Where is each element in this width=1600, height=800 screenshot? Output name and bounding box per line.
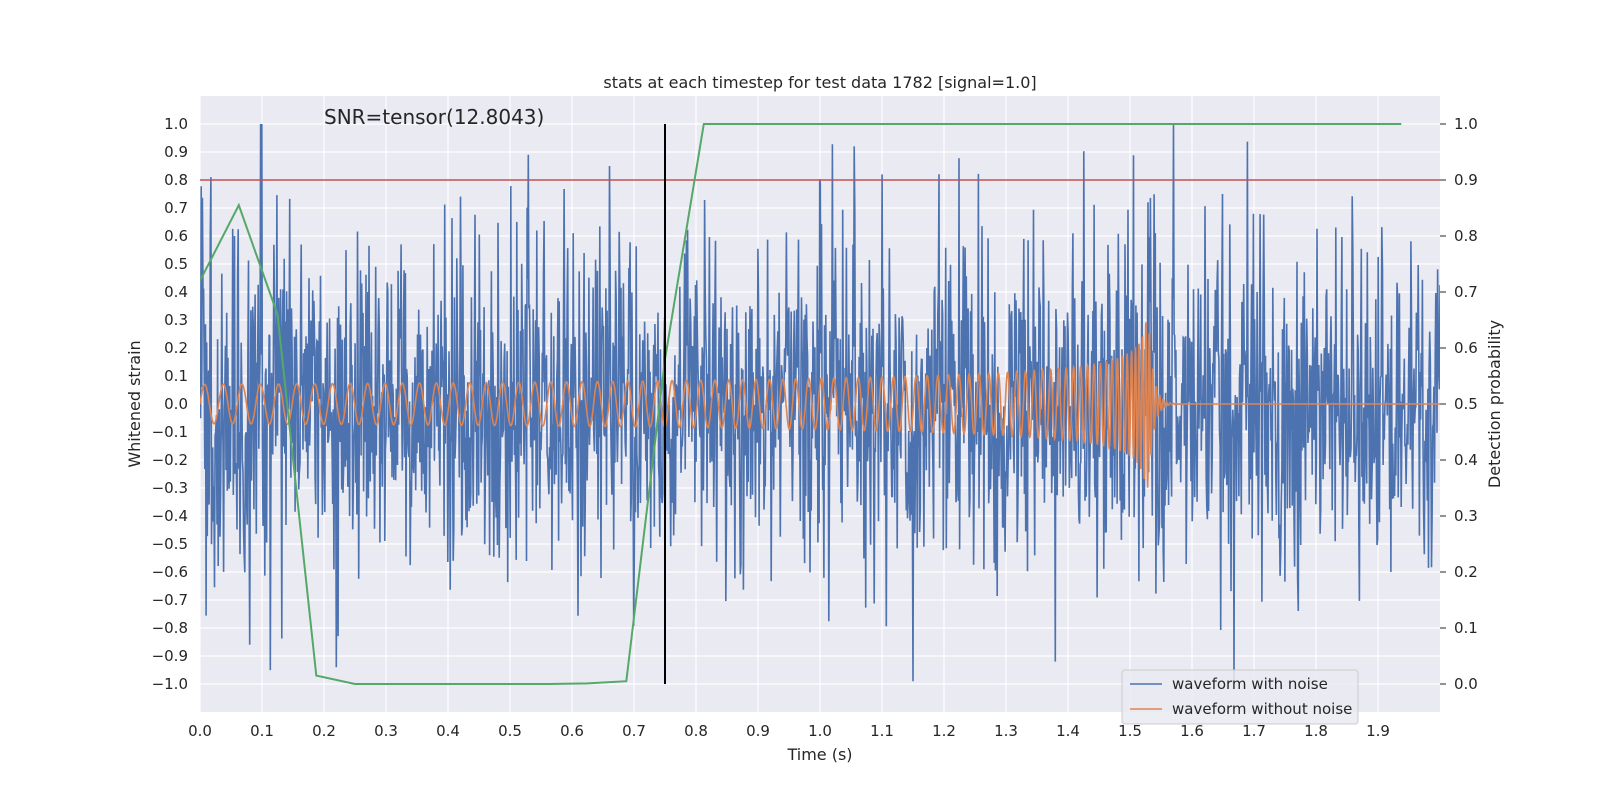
x-tick-label: 1.7 bbox=[1242, 722, 1266, 740]
y-axis-label: Whitened strain bbox=[125, 340, 144, 467]
x-tick-label: 0.1 bbox=[250, 722, 274, 740]
y-axis-label-right: Detection probability bbox=[1485, 320, 1504, 488]
x-tick-label: 1.4 bbox=[1056, 722, 1080, 740]
y-tick-label: 0.8 bbox=[164, 171, 188, 189]
x-tick-label: 0.2 bbox=[312, 722, 336, 740]
y-tick-label: 0.7 bbox=[164, 199, 188, 217]
legend-label-waveform-without-noise: waveform without noise bbox=[1172, 700, 1352, 718]
y-tick-label: 0.9 bbox=[164, 143, 188, 161]
y-tick-label: −0.1 bbox=[152, 423, 188, 441]
y-right-tick-label: 0.1 bbox=[1454, 619, 1478, 637]
y-tick-label: 0.6 bbox=[164, 227, 188, 245]
x-tick-label: 1.0 bbox=[808, 722, 832, 740]
x-axis-label: Time (s) bbox=[786, 745, 852, 764]
x-tick-label: 1.2 bbox=[932, 722, 956, 740]
y-tick-label: 0.1 bbox=[164, 367, 188, 385]
y-tick-label: 0.4 bbox=[164, 283, 188, 301]
y-right-tick-label: 0.0 bbox=[1454, 675, 1478, 693]
x-tick-label: 1.9 bbox=[1366, 722, 1390, 740]
y-right-tick-label: 0.9 bbox=[1454, 171, 1478, 189]
y-tick-label: −0.8 bbox=[152, 619, 188, 637]
y-right-tick-label: 0.4 bbox=[1454, 451, 1478, 469]
x-tick-label: 0.7 bbox=[622, 722, 646, 740]
y-right-tick-label: 0.3 bbox=[1454, 507, 1478, 525]
x-tick-label: 1.6 bbox=[1180, 722, 1204, 740]
y-tick-label: 0.5 bbox=[164, 255, 188, 273]
x-tick-label: 0.9 bbox=[746, 722, 770, 740]
series-detection-probability bbox=[200, 123, 1402, 685]
y-tick-label: −0.6 bbox=[152, 563, 188, 581]
y-tick-label: −1.0 bbox=[152, 675, 188, 693]
y-right-tick-label: 0.2 bbox=[1454, 563, 1478, 581]
chart-title: stats at each timestep for test data 178… bbox=[603, 73, 1036, 92]
ticks: 0.0 0.1 0.2 0.3 0.4 0.5 0.6 0.7 0.8 0.9 1.0 1.1 1.2 1… bbox=[152, 115, 1478, 740]
series-layer bbox=[200, 123, 1440, 685]
y-tick-label: −0.5 bbox=[152, 535, 188, 553]
y-right-tick-label: 0.5 bbox=[1454, 395, 1478, 413]
x-tick-label: 1.8 bbox=[1304, 722, 1328, 740]
snr-annotation: SNR=tensor(12.8043) bbox=[324, 105, 544, 129]
y-right-tick-label: 0.6 bbox=[1454, 339, 1478, 357]
y-right-tick-label: 0.8 bbox=[1454, 227, 1478, 245]
y-tick-label: −0.3 bbox=[152, 479, 188, 497]
y-tick-label: 0.2 bbox=[164, 339, 188, 357]
legend-label-waveform-with-noise: waveform with noise bbox=[1172, 675, 1328, 693]
series-waveform-with-noise bbox=[200, 123, 1440, 682]
x-tick-label: 0.6 bbox=[560, 722, 584, 740]
x-tick-label: 0.3 bbox=[374, 722, 398, 740]
x-tick-label: 0.5 bbox=[498, 722, 522, 740]
y-tick-label: 0.0 bbox=[164, 395, 188, 413]
x-tick-label: 1.1 bbox=[870, 722, 894, 740]
x-tick-label: 0.0 bbox=[188, 722, 212, 740]
x-tick-label: 0.4 bbox=[436, 722, 460, 740]
y-tick-label: −0.7 bbox=[152, 591, 188, 609]
legend: waveform with noise waveform without noi… bbox=[1121, 669, 1359, 725]
y-tick-label: 0.3 bbox=[164, 311, 188, 329]
y-tick-label: 1.0 bbox=[164, 115, 188, 133]
legend-box bbox=[1121, 669, 1359, 725]
y-tick-label: −0.9 bbox=[152, 647, 188, 665]
series-waveform-without-noise bbox=[200, 322, 1440, 488]
x-tick-label: 1.3 bbox=[994, 722, 1018, 740]
y-right-tick-label: 0.7 bbox=[1454, 283, 1478, 301]
x-tick-label: 1.5 bbox=[1118, 722, 1142, 740]
y-tick-label: −0.4 bbox=[152, 507, 188, 525]
y-right-tick-label: 1.0 bbox=[1454, 115, 1478, 133]
x-tick-label: 0.8 bbox=[684, 722, 708, 740]
y-tick-label: −0.2 bbox=[152, 451, 188, 469]
